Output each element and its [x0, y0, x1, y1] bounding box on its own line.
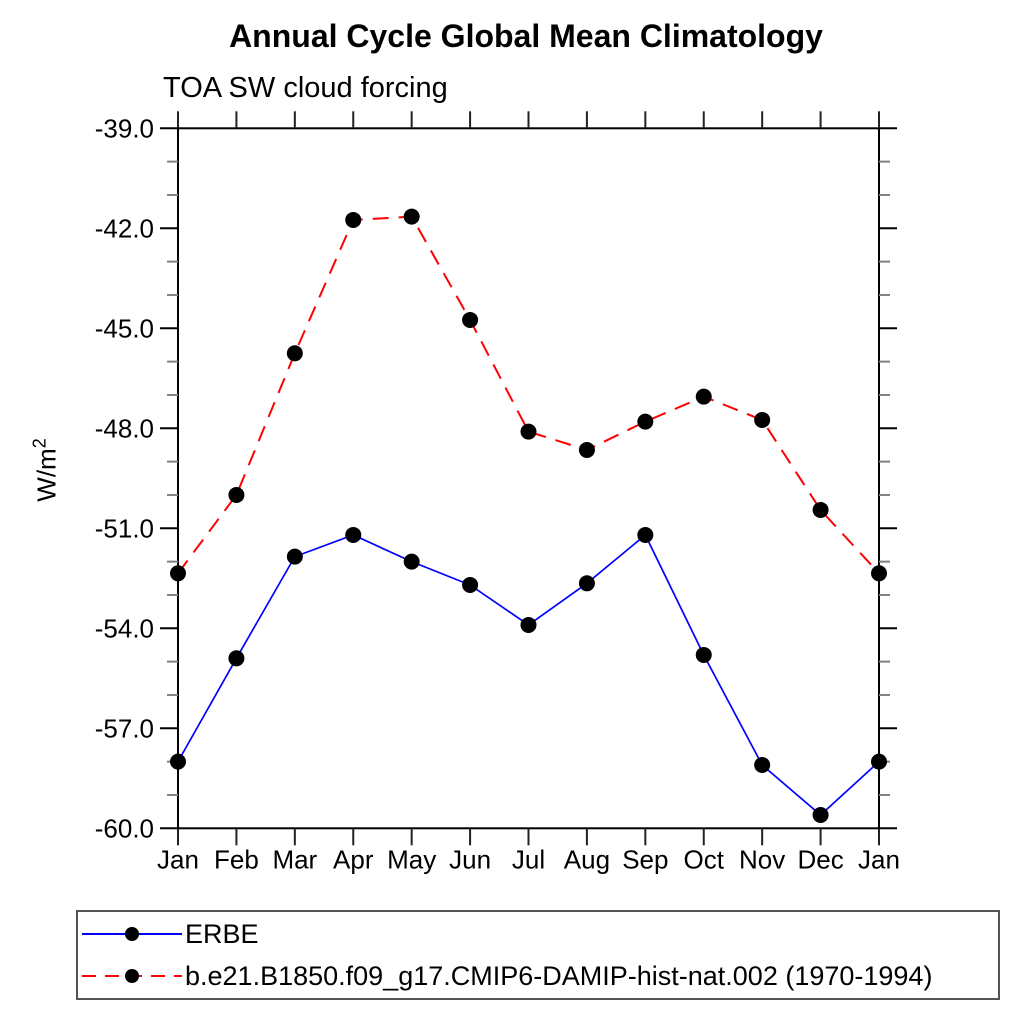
x-tick-label: Jun — [449, 844, 491, 874]
data-point — [170, 565, 186, 582]
data-point — [754, 411, 771, 428]
data-point — [228, 486, 245, 503]
y-tick-label: -39.0 — [95, 113, 154, 143]
y-tick-label: -54.0 — [95, 613, 154, 643]
data-point — [637, 413, 654, 430]
y-tick-label: -45.0 — [95, 313, 154, 343]
data-point — [812, 501, 829, 518]
x-tick-label: Jan — [858, 844, 900, 874]
y-tick-label: -51.0 — [95, 513, 154, 543]
data-point — [871, 753, 887, 770]
legend-box: ERBE b.e21.B1850.f09_g17.CMIP6-DAMIP-hist… — [76, 910, 1000, 1000]
data-point — [403, 208, 420, 225]
chart-title: Annual Cycle Global Mean Climatology — [229, 18, 823, 54]
data-point — [637, 526, 654, 543]
legend-row: b.e21.B1850.f09_g17.CMIP6-DAMIP-hist-nat… — [78, 955, 998, 997]
chart-subtitle: TOA SW cloud forcing — [163, 72, 448, 104]
data-point — [871, 565, 887, 582]
legend-line-sample — [82, 927, 182, 941]
series-line-model — [177, 215, 880, 574]
data-point — [228, 650, 245, 667]
data-point — [462, 311, 479, 328]
y-tick-label: -60.0 — [95, 813, 154, 843]
series-line-erbe — [177, 533, 880, 817]
x-tick-label: Oct — [684, 844, 725, 874]
data-point — [170, 753, 186, 770]
legend-row: ERBE — [78, 913, 998, 955]
data-point — [403, 553, 420, 570]
plot-frame — [177, 127, 880, 830]
x-tick-label: Jul — [512, 844, 545, 874]
x-tick-label: Dec — [797, 844, 843, 874]
data-point — [754, 756, 771, 773]
data-point — [578, 441, 595, 458]
x-tick-label: Nov — [739, 844, 785, 874]
legend-label: b.e21.B1850.f09_g17.CMIP6-DAMIP-hist-nat… — [185, 960, 933, 991]
data-point — [695, 388, 712, 405]
x-tick-label: Feb — [214, 844, 259, 874]
x-tick-label: Jan — [157, 844, 199, 874]
y-tick-label: -57.0 — [95, 713, 154, 743]
data-point — [286, 548, 303, 565]
data-point — [462, 576, 479, 593]
data-point — [812, 806, 829, 823]
data-point — [520, 616, 537, 633]
data-point — [286, 345, 303, 362]
x-tick-label: May — [387, 844, 436, 874]
data-point — [695, 646, 712, 663]
legend-label: ERBE — [185, 918, 259, 949]
y-tick-label: -48.0 — [95, 413, 154, 443]
data-point — [345, 526, 362, 543]
y-tick-label: -42.0 — [95, 213, 154, 243]
x-tick-label: Aug — [564, 844, 610, 874]
data-point — [345, 211, 362, 228]
legend-marker — [125, 969, 139, 983]
data-point — [578, 575, 595, 592]
x-tick-label: Sep — [622, 844, 668, 874]
legend-line-sample — [82, 969, 182, 983]
legend-marker — [125, 927, 139, 941]
x-tick-label: Apr — [333, 844, 374, 874]
data-point — [520, 423, 537, 440]
x-tick-label: Mar — [272, 844, 317, 874]
